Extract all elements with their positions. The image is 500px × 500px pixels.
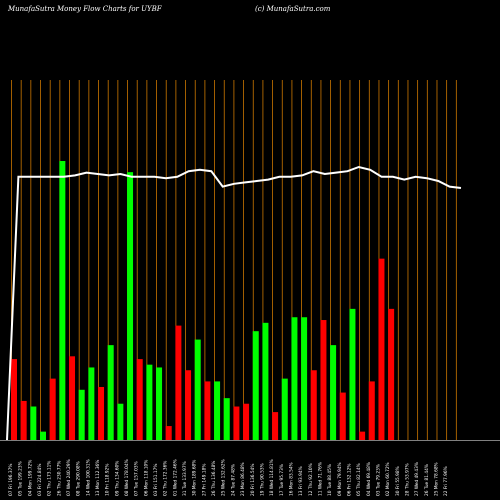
x-tick-label: 25 Wed 132.62% <box>221 459 227 496</box>
x-tick-label: 27 Fri 149.18% <box>201 464 207 496</box>
x-tick-label: 27 Wed 49.43% <box>414 462 420 496</box>
x-tick-label: 28 Thu 53.97% <box>404 463 410 496</box>
grid-lines <box>0 80 500 441</box>
x-tick-label: 30 Mon 189.68% <box>192 460 198 496</box>
x-tick-label: 02 Thu 173.11% <box>47 461 53 496</box>
flow-bar-down <box>339 392 346 440</box>
x-tick-label: 18 Wed 114.81% <box>269 459 275 496</box>
flow-bar-down <box>69 356 76 440</box>
flow-bar-up <box>59 161 66 440</box>
flow-bar-down <box>11 359 17 440</box>
flow-bar-up <box>88 367 95 440</box>
x-tick-label: 10 Tue 88.45% <box>327 464 333 496</box>
flow-bar-down <box>98 386 105 440</box>
x-tick-label: 03 Fri 224.84% <box>37 464 43 496</box>
flow-bar-up <box>330 345 337 440</box>
x-tick-label: 09 Mon 79.94% <box>337 462 343 496</box>
money-flow-bars <box>11 161 395 440</box>
x-tick-label: 06 Mon 118.10% <box>143 460 149 496</box>
x-tick-label: 11 Wed 71.76% <box>317 462 323 496</box>
x-tick-label: 09 Thu 134.60% <box>114 461 120 496</box>
flow-bar-up <box>127 172 134 440</box>
chart-title: MunafaSutra Money Flow Charts for UYBF <box>8 5 162 13</box>
flow-bar-up <box>301 317 308 440</box>
flow-bar-down <box>175 325 182 440</box>
x-tick-label: 01 Wed 172.46% <box>172 459 178 496</box>
flow-bar-up <box>40 431 47 440</box>
x-tick-label: 24 Tue 87.48% <box>230 464 236 496</box>
flow-bar-down <box>185 370 192 440</box>
flow-bar-up <box>223 398 230 440</box>
x-tick-label: 23 Mon 86.48% <box>240 462 246 496</box>
x-tick-label: 05 Tue 199.23% <box>18 461 24 496</box>
flow-bar-down <box>233 406 240 440</box>
x-tick-label: 26 Thu 136.48% <box>211 461 217 496</box>
x-tick-label: 03 Tue 79.23% <box>375 464 381 496</box>
x-tick-label: 02 Mon 60.72% <box>385 462 391 496</box>
x-tick-label: 14 Wed 100.31% <box>85 459 91 496</box>
x-tick-label: 08 Wed 178.04% <box>124 459 130 496</box>
x-tick-label: 19 Thu 90.53% <box>259 463 265 496</box>
x-tick-label: 30 Fri 55.98% <box>395 466 401 496</box>
x-tick-label: 25 Mon 78.68% <box>433 462 439 496</box>
flow-bar-up <box>281 378 288 440</box>
flow-bar-down <box>378 258 385 440</box>
flow-bar-up <box>156 367 163 440</box>
x-tick-label: 02 Thu 172.36% <box>163 461 169 496</box>
x-axis-labels: 07 Fri 196.37% 05 Tue 199.23% 04 Mon 199.7… <box>8 459 449 496</box>
x-tick-label: 12 Thu 92.10% <box>308 463 314 496</box>
flow-bar-down <box>320 320 327 440</box>
flow-bar-down <box>272 412 279 440</box>
flow-bar-up <box>262 322 269 440</box>
flow-bar-up <box>30 406 37 440</box>
x-tick-label: 07 Tue 157.03% <box>134 461 140 496</box>
flow-bar-down <box>20 400 27 440</box>
x-tick-label: 10 Fri 118.92% <box>105 464 111 496</box>
flow-bar-up <box>117 403 124 440</box>
x-tick-label: 22 Fri 77.96% <box>443 466 449 496</box>
flow-bar-down <box>368 381 375 440</box>
x-tick-label: 03 Fri 151.17% <box>153 464 159 496</box>
flow-bar-down <box>136 359 143 440</box>
x-tick-label: 04 Wed 69.48% <box>366 462 372 496</box>
flow-bar-down <box>310 370 317 440</box>
x-tick-label: 13 Fri 93.94% <box>298 466 304 496</box>
flow-bar-down <box>243 403 250 440</box>
flow-bar-up <box>194 339 201 440</box>
flow-bar-up <box>214 381 221 440</box>
flow-bar-down <box>359 431 366 440</box>
x-tick-label: 07 Fri 196.37% <box>8 464 14 496</box>
flow-bar-up <box>78 389 85 440</box>
x-tick-label: 05 Thu 82.14% <box>356 463 362 496</box>
x-tick-label: 16 Mon 83.54% <box>288 462 294 496</box>
flow-bar-down <box>388 308 395 440</box>
x-tick-label: 13 Mon 112.36% <box>95 460 101 496</box>
x-tick-label: 26 Thu 230.77% <box>56 461 62 496</box>
x-tick-label: 26 Tue 81.44% <box>424 464 430 496</box>
flow-bar-up <box>107 345 114 440</box>
x-tick-label: 31 Tue 133.97% <box>182 461 188 496</box>
flow-bar-down <box>204 381 211 440</box>
x-tick-label: 04 Mon 199.72% <box>27 460 33 496</box>
flow-bar-down <box>165 426 172 440</box>
flow-bar-down <box>49 378 56 440</box>
site-credit: (c) MunafaSutra.com <box>255 5 331 13</box>
flow-bar-up <box>252 331 259 440</box>
money-flow-line <box>6 165 462 441</box>
x-tick-label: 08 Tue 290.08% <box>76 461 82 496</box>
x-tick-label: 17 Tue 95.73% <box>279 464 285 496</box>
x-tick-label: 20 Fri 136.54% <box>250 464 256 496</box>
x-tick-label: 06 Fri 132.12% <box>346 464 352 496</box>
flow-bar-up <box>146 364 153 440</box>
flow-bar-up <box>291 317 298 440</box>
x-tick-label: 07 Wed 240.29% <box>66 459 72 496</box>
flow-bar-up <box>349 308 356 440</box>
